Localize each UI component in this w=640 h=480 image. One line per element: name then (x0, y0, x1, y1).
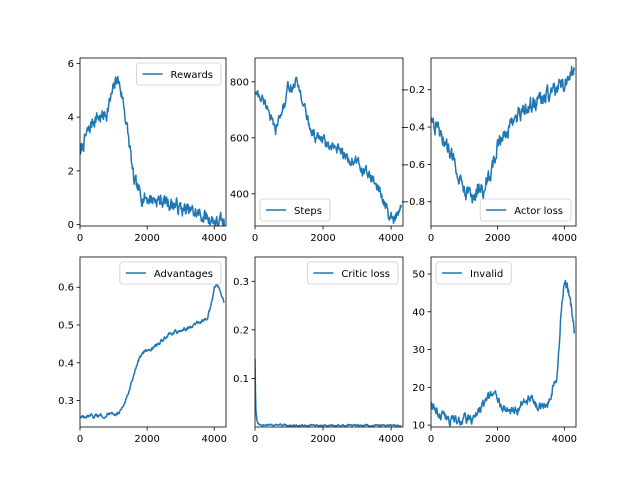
axes-frame (79, 256, 227, 428)
x-tick-label: 4000 (202, 434, 227, 445)
legend-box (259, 198, 331, 222)
x-tick-label: 2000 (134, 434, 159, 445)
legend: Steps (259, 198, 331, 222)
series-line-actor-loss (431, 65, 576, 204)
legend-box (479, 198, 572, 222)
y-tick-label: 400 (230, 189, 249, 200)
x-tick-label: 0 (77, 233, 83, 244)
series-line-rewards (80, 75, 226, 226)
y-tick-label: 50 (412, 270, 425, 281)
x-tick-label: 0 (252, 233, 258, 244)
legend-box (119, 261, 222, 285)
legend-label: Critic loss (341, 269, 390, 280)
legend-box (435, 261, 512, 285)
series-line-steps (255, 76, 403, 225)
subplot-5: 0 2000 4000 0.1 0.2 0.3 Critic loss (233, 256, 404, 445)
x-tick-label: 4000 (378, 233, 403, 244)
y-tick-label: 0 (68, 220, 74, 231)
legend: Advantages (119, 261, 222, 285)
x-tick-label: 4000 (378, 434, 403, 445)
y-tick-label: 0.2 (233, 325, 249, 336)
legend-label: Steps (294, 206, 322, 217)
series-line-invalid (431, 279, 576, 427)
x-tick-label: 4000 (552, 434, 577, 445)
y-tick-label: −0.4 (401, 123, 425, 134)
y-tick-label: 800 (230, 77, 249, 88)
y-tick-label: 0.5 (58, 321, 74, 332)
y-tick-label: 10 (412, 421, 425, 432)
x-tick-label: 2000 (134, 233, 159, 244)
x-tick-label: 2000 (485, 233, 510, 244)
y-tick-label: −0.2 (401, 85, 425, 96)
y-tick-label: 40 (412, 307, 425, 318)
x-tick-label: 2000 (310, 233, 335, 244)
series-line-critic-loss (255, 358, 402, 427)
subplot-2: 0 2000 4000 400 600 800 Steps (230, 57, 404, 244)
x-tick-label: 0 (428, 233, 434, 244)
x-tick-label: 0 (428, 434, 434, 445)
y-tick-label: 0.1 (233, 374, 249, 385)
legend: Actor loss (479, 198, 572, 222)
y-tick-label: −0.6 (401, 160, 425, 171)
x-tick-label: 0 (252, 434, 258, 445)
axes-frame (430, 256, 577, 428)
axes-frame (254, 57, 404, 227)
x-tick-label: 2000 (310, 434, 335, 445)
legend-label: Actor loss (514, 206, 563, 217)
x-tick-label: 2000 (485, 434, 510, 445)
legend-label: Advantages (154, 269, 213, 280)
subplot-3: 0 2000 4000 −0.8 −0.6 −0.4 −0.2 Actor loss (401, 57, 577, 244)
axes-frame (79, 57, 227, 227)
legend-box (307, 261, 399, 285)
y-tick-label: 6 (68, 59, 74, 70)
x-tick-label: 4000 (552, 233, 577, 244)
legend-box (136, 62, 222, 86)
legend: Rewards (136, 62, 222, 86)
y-tick-label: −0.8 (401, 197, 425, 208)
y-tick-label: 0.3 (58, 396, 74, 407)
y-tick-label: 0.3 (233, 277, 249, 288)
legend: Critic loss (307, 261, 399, 285)
y-tick-label: 4 (68, 113, 74, 124)
axes-frame (430, 57, 577, 227)
series-line-advantages (80, 283, 225, 419)
subplot-4: 0 2000 4000 0.3 0.4 0.5 0.6 Advantages (58, 256, 227, 445)
y-tick-label: 600 (230, 133, 249, 144)
subplot-1: 0 2000 4000 0 2 4 6 Rewards (68, 57, 227, 244)
y-tick-label: 2 (68, 166, 74, 177)
x-tick-label: 0 (77, 434, 83, 445)
subplot-6: 0 2000 4000 10 20 30 40 50 Invalid (412, 256, 577, 445)
legend: Invalid (435, 261, 512, 285)
axes-frame (254, 256, 404, 428)
y-tick-label: 30 (412, 345, 425, 356)
y-tick-label: 0.4 (58, 358, 74, 369)
legend-label: Rewards (171, 70, 213, 81)
legend-label: Invalid (470, 269, 503, 280)
y-tick-label: 20 (412, 383, 425, 394)
x-tick-label: 4000 (202, 233, 227, 244)
y-tick-label: 0.6 (58, 283, 74, 294)
